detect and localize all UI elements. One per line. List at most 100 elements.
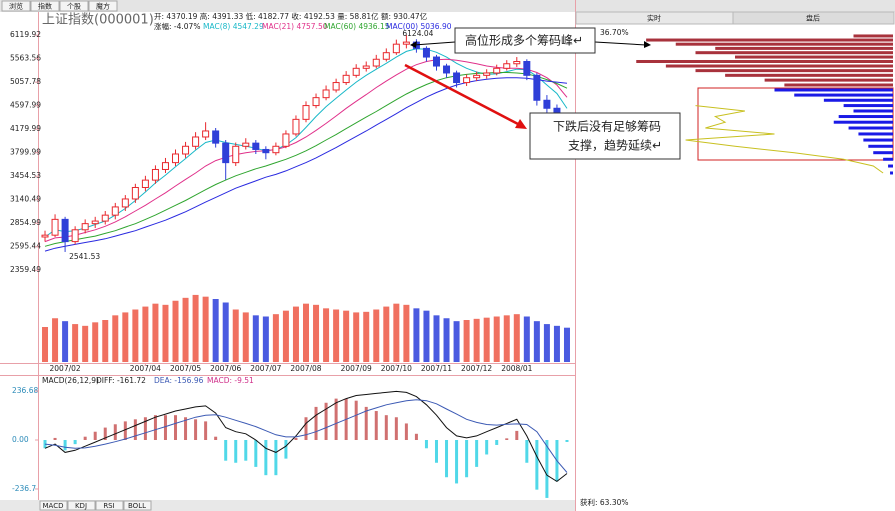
- tab[interactable]: [59, 0, 89, 12]
- title: 上证指数(000001): [42, 13, 154, 28]
- quote: 开: 4370.19 高: 4391.33 低: 4182.77 收: 4192…: [154, 11, 428, 21]
- macd-bar: [314, 406, 318, 440]
- macd-bar: [304, 417, 308, 440]
- macd-bar: [294, 437, 298, 440]
- volume-bar: [513, 314, 520, 362]
- chip-bar: [794, 93, 893, 97]
- candle-body: [262, 148, 270, 154]
- tab-label[interactable]: 个股: [67, 3, 81, 11]
- indicator-tab[interactable]: [123, 500, 152, 511]
- chip-bar: [695, 69, 893, 73]
- macd-bar: [505, 438, 509, 440]
- annotations: 高位形成多个筹码峰↵ 下跌后没有足够筹码 支撑，趋势延续↵: [404, 27, 681, 160]
- tab-label[interactable]: 实时: [647, 14, 661, 23]
- macd-bar: [174, 415, 178, 440]
- candle-body: [212, 130, 220, 144]
- chip-bar: [784, 83, 893, 87]
- candle-body: [161, 162, 169, 170]
- tab[interactable]: [30, 0, 60, 12]
- chip-bar: [665, 64, 893, 68]
- macd-bar: [184, 417, 188, 440]
- tab-label[interactable]: 浏览: [9, 2, 23, 11]
- candle-body: [382, 52, 390, 60]
- macd-bar: [394, 417, 398, 440]
- chip-bar: [833, 120, 893, 124]
- tab[interactable]: [1, 0, 31, 12]
- macd-line: [44, 390, 568, 483]
- change: 涨幅: -4.07%: [154, 21, 200, 31]
- candle-body: [272, 145, 280, 154]
- candle-body: [463, 77, 471, 84]
- candle-body: [513, 60, 521, 65]
- candle-body: [503, 63, 511, 69]
- volume-bar: [303, 303, 309, 362]
- chip-bar: [735, 55, 893, 59]
- chip-bar: [838, 115, 893, 119]
- candle-body: [172, 153, 180, 164]
- chip-bar: [715, 46, 893, 50]
- indicator-tab-label[interactable]: RSI: [103, 502, 114, 510]
- macd-bar: [163, 415, 167, 440]
- profit-label: 获利: 63.30%: [580, 497, 629, 507]
- indicator-tab[interactable]: [67, 500, 96, 511]
- macd-bar: [525, 440, 529, 463]
- callout-text: 下跌后没有足够筹码: [553, 119, 661, 134]
- indicator-tab-label[interactable]: BOLL: [128, 502, 146, 510]
- chip-bar: [890, 171, 893, 175]
- volume-bar: [222, 302, 229, 362]
- indicator-tab[interactable]: [39, 500, 68, 511]
- x-tick-label: 2007/02: [50, 364, 81, 373]
- tab[interactable]: [88, 0, 118, 12]
- volume-bar: [182, 297, 189, 362]
- indicator-tab[interactable]: [95, 500, 124, 511]
- volume-bar: [473, 318, 480, 362]
- x-tick-label: 2007/12: [461, 364, 492, 373]
- macd-bar: [254, 440, 258, 467]
- y-tick-label: 5563.56: [10, 54, 41, 63]
- volume-bar: [142, 306, 149, 362]
- chip-bar: [888, 164, 893, 168]
- x-tick-label: 2007/06: [210, 364, 241, 373]
- indicator-tab-label[interactable]: KDJ: [75, 502, 87, 510]
- chip-outline: [685, 105, 884, 174]
- macd-bar: [103, 427, 107, 440]
- volume-bar: [463, 320, 470, 362]
- volume-bar: [333, 309, 340, 362]
- volume-bar: [62, 321, 69, 362]
- arrow-head: [644, 41, 651, 48]
- indicator-tab-label[interactable]: MACD: [43, 502, 64, 510]
- macd-bar: [404, 423, 408, 440]
- chip-bar: [848, 126, 893, 130]
- y-tick-label: 6119.92: [10, 30, 41, 39]
- tab-bar: [0, 0, 895, 12]
- macd-bar: [545, 440, 549, 498]
- tab[interactable]: [732, 11, 895, 25]
- candle-body: [372, 58, 380, 67]
- candle-body: [332, 82, 340, 91]
- macd-bar: [384, 415, 388, 440]
- macd-bar: [374, 411, 378, 440]
- volume-bar: [383, 306, 390, 362]
- volume-bar: [323, 308, 330, 362]
- tab-label[interactable]: 魔方: [96, 2, 110, 11]
- candle-body: [71, 229, 79, 243]
- macd-label: MACD: -9.51: [207, 376, 254, 385]
- macd-line: [44, 399, 568, 473]
- macd-bar: [445, 440, 449, 478]
- candle-body: [292, 118, 300, 135]
- tab-label[interactable]: 指数: [38, 2, 52, 11]
- macd-bar: [113, 424, 117, 440]
- volume-bar: [192, 294, 199, 362]
- volume-bar: [493, 316, 500, 362]
- x-tick-label: 2007/09: [341, 364, 372, 373]
- macd-bar: [93, 431, 97, 440]
- chip-bar: [764, 78, 893, 82]
- volume-bar: [363, 311, 370, 362]
- x-tick-label: 2007/04: [130, 364, 161, 373]
- arrow-head: [410, 41, 417, 48]
- volume-bar: [172, 300, 179, 362]
- macd-bar: [153, 415, 157, 440]
- tab-label[interactable]: 盘后: [806, 14, 820, 23]
